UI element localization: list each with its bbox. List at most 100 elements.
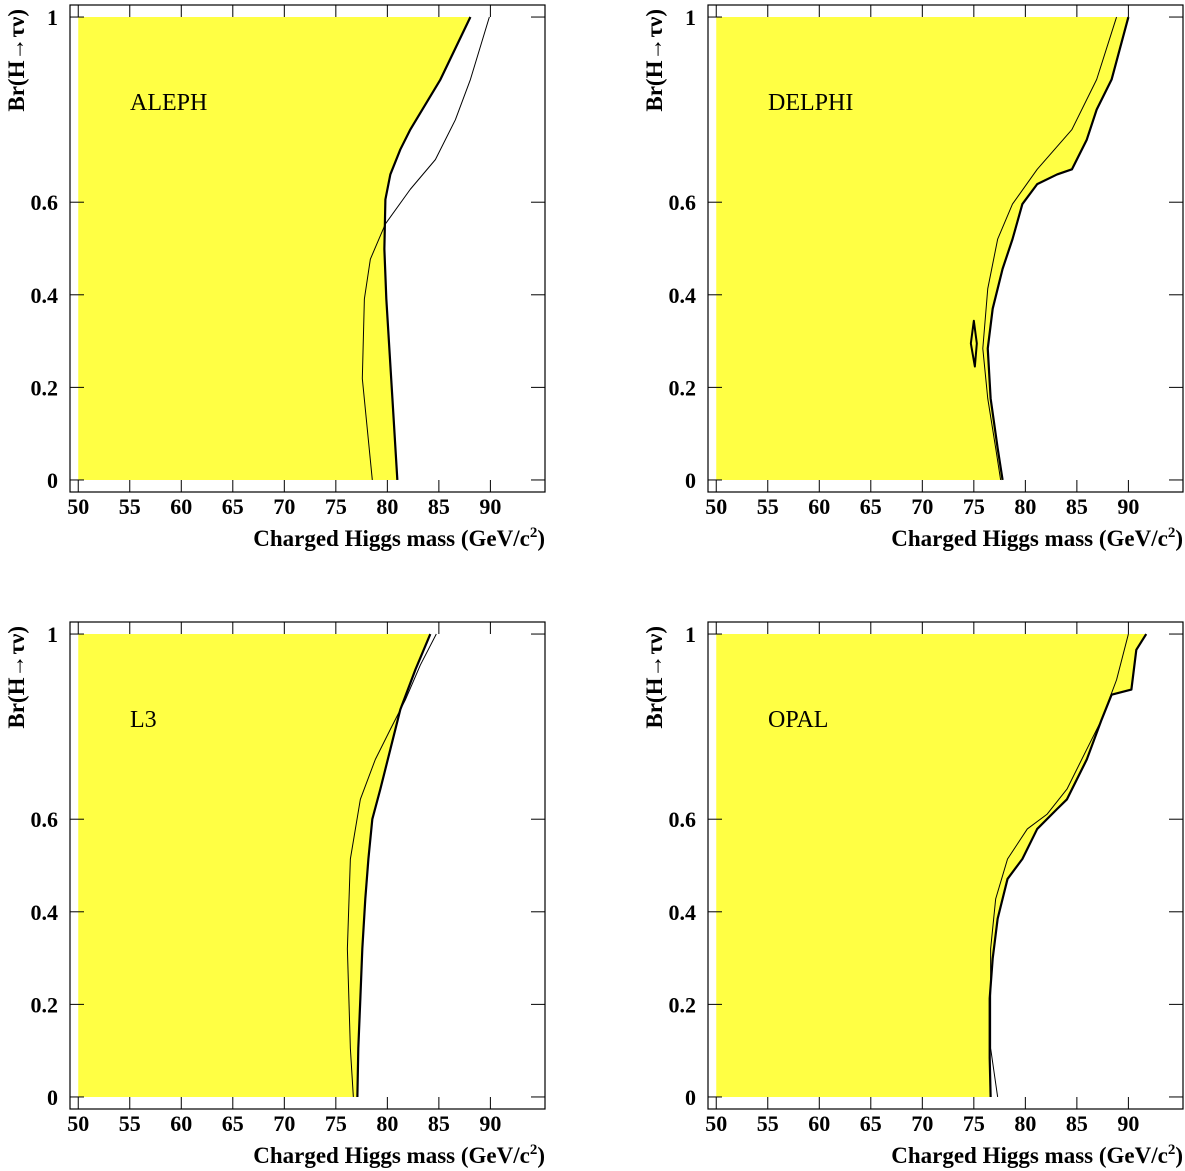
y-axis-title: Br(H→τν)	[4, 626, 29, 729]
y-tick-label: 0.6	[669, 807, 697, 832]
x-tick-label: 70	[911, 1111, 933, 1136]
panel-label: OPAL	[768, 707, 828, 733]
x-tick-label: 50	[705, 494, 727, 519]
x-tick-label: 80	[376, 1111, 398, 1136]
panel-label: ALEPH	[130, 90, 207, 116]
x-axis-title: Charged Higgs mass (GeV/c2)	[253, 1142, 545, 1168]
contour-line	[969, 319, 978, 368]
x-axis-title-end: )	[1175, 1143, 1183, 1168]
x-tick-label: 80	[376, 494, 398, 519]
x-axis-title: Charged Higgs mass (GeV/c2)	[253, 525, 545, 551]
x-tick-label: 50	[67, 1111, 89, 1136]
panel: 50 55 60 65 70 75 80 85 90 0 0.2 0.4 0.6 1 Charged Hig…	[4, 4, 546, 551]
y-tick-label: 1	[47, 5, 58, 30]
x-tick-label: 90	[479, 494, 501, 519]
x-axis-title-sup: 2	[1168, 525, 1176, 541]
y-tick-label: 0.4	[669, 283, 697, 308]
x-axis-title-end: )	[537, 1143, 545, 1168]
x-axis-title-text: Charged Higgs mass (GeV/c	[891, 526, 1168, 551]
x-tick-label: 55	[119, 1111, 141, 1136]
x-tick-label: 80	[1014, 1111, 1036, 1136]
data-layer	[716, 633, 1148, 1098]
x-tick-label: 70	[911, 494, 933, 519]
y-tick-label: 0	[685, 468, 696, 493]
x-tick-label: 90	[479, 1111, 501, 1136]
x-tick-label: 85	[428, 494, 450, 519]
x-tick-label: 65	[222, 1111, 244, 1136]
x-tick-label: 55	[757, 494, 779, 519]
y-tick-label: 0.4	[31, 900, 59, 925]
y-tick-label: 1	[685, 5, 696, 30]
contour-line	[383, 16, 472, 481]
y-tick-label: 0.2	[669, 992, 697, 1017]
y-axis-title: Br(H→τν)	[642, 9, 667, 112]
x-tick-label: 75	[325, 494, 347, 519]
contour-line	[990, 633, 1129, 1098]
x-tick-label: 80	[1014, 494, 1036, 519]
panel-label: DELPHI	[768, 90, 853, 116]
plot-frame	[69, 4, 546, 493]
contour-line	[982, 16, 1118, 481]
excluded-region	[78, 634, 431, 1097]
x-axis-title-text: Charged Higgs mass (GeV/c	[253, 1143, 530, 1168]
y-tick-label: 1	[685, 622, 696, 647]
x-tick-label: 70	[273, 494, 295, 519]
y-tick-label: 0	[685, 1085, 696, 1110]
panel: 50 55 60 65 70 75 80 85 90 0 0.2 0.4 0.6 1 Charged Hig…	[642, 4, 1184, 551]
data-layer	[716, 16, 1130, 481]
y-tick-label: 0	[47, 468, 58, 493]
x-axis-title: Charged Higgs mass (GeV/c2)	[891, 1142, 1183, 1168]
x-axis-title-end: )	[537, 526, 545, 551]
x-tick-label: 50	[67, 494, 89, 519]
y-tick-label: 0.4	[669, 900, 697, 925]
y-tick-label: 0.6	[31, 190, 59, 215]
contour-line	[988, 633, 1148, 1097]
x-tick-label: 90	[1117, 1111, 1139, 1136]
data-layer	[78, 16, 490, 481]
y-tick-label: 0.4	[31, 283, 59, 308]
contour-line	[361, 16, 490, 481]
x-tick-label: 85	[1066, 1111, 1088, 1136]
x-tick-label: 55	[119, 494, 141, 519]
x-tick-label: 75	[963, 1111, 985, 1136]
y-axis-title: Br(H→τν)	[4, 9, 29, 112]
x-tick-label: 65	[860, 494, 882, 519]
y-tick-label: 0.6	[31, 807, 59, 832]
x-axis-title: Charged Higgs mass (GeV/c2)	[891, 525, 1183, 551]
contour-line	[346, 633, 437, 1097]
y-tick-label: 0	[47, 1085, 58, 1110]
y-tick-label: 0.2	[31, 375, 59, 400]
x-tick-label: 75	[325, 1111, 347, 1136]
x-tick-label: 70	[273, 1111, 295, 1136]
x-tick-label: 85	[1066, 494, 1088, 519]
contour-line	[986, 16, 1130, 481]
excluded-region	[78, 17, 471, 480]
y-tick-label: 0.6	[669, 190, 697, 215]
x-axis-title-text: Charged Higgs mass (GeV/c	[253, 526, 530, 551]
plot-frame	[69, 621, 546, 1110]
x-tick-label: 60	[808, 1111, 830, 1136]
panel: 50 55 60 65 70 75 80 85 90 0 0.2 0.4 0.6 1 Charged Hig…	[642, 621, 1184, 1168]
x-axis-title-sup: 2	[530, 1142, 538, 1158]
excluded-region	[716, 17, 1129, 480]
x-tick-label: 75	[963, 494, 985, 519]
x-tick-label: 65	[222, 494, 244, 519]
plot-frame	[707, 621, 1184, 1110]
x-tick-label: 50	[705, 1111, 727, 1136]
x-axis-title-text: Charged Higgs mass (GeV/c	[891, 1143, 1168, 1168]
x-tick-label: 85	[428, 1111, 450, 1136]
x-tick-label: 60	[170, 1111, 192, 1136]
x-axis-title-sup: 2	[530, 525, 538, 541]
y-tick-label: 0.2	[669, 375, 697, 400]
plot-frame	[707, 4, 1184, 493]
x-tick-label: 55	[757, 1111, 779, 1136]
y-tick-label: 1	[47, 622, 58, 647]
panel: 50 55 60 65 70 75 80 85 90 0 0.2 0.4 0.6 1 Charged Hig…	[4, 621, 546, 1168]
x-tick-label: 60	[808, 494, 830, 519]
y-tick-label: 0.2	[31, 992, 59, 1017]
x-axis-title-end: )	[1175, 526, 1183, 551]
x-tick-label: 60	[170, 494, 192, 519]
x-tick-label: 90	[1117, 494, 1139, 519]
